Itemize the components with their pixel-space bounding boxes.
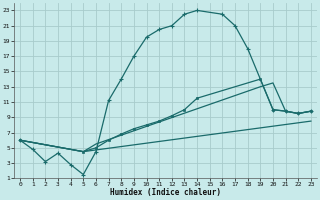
X-axis label: Humidex (Indice chaleur): Humidex (Indice chaleur) [110, 188, 221, 197]
